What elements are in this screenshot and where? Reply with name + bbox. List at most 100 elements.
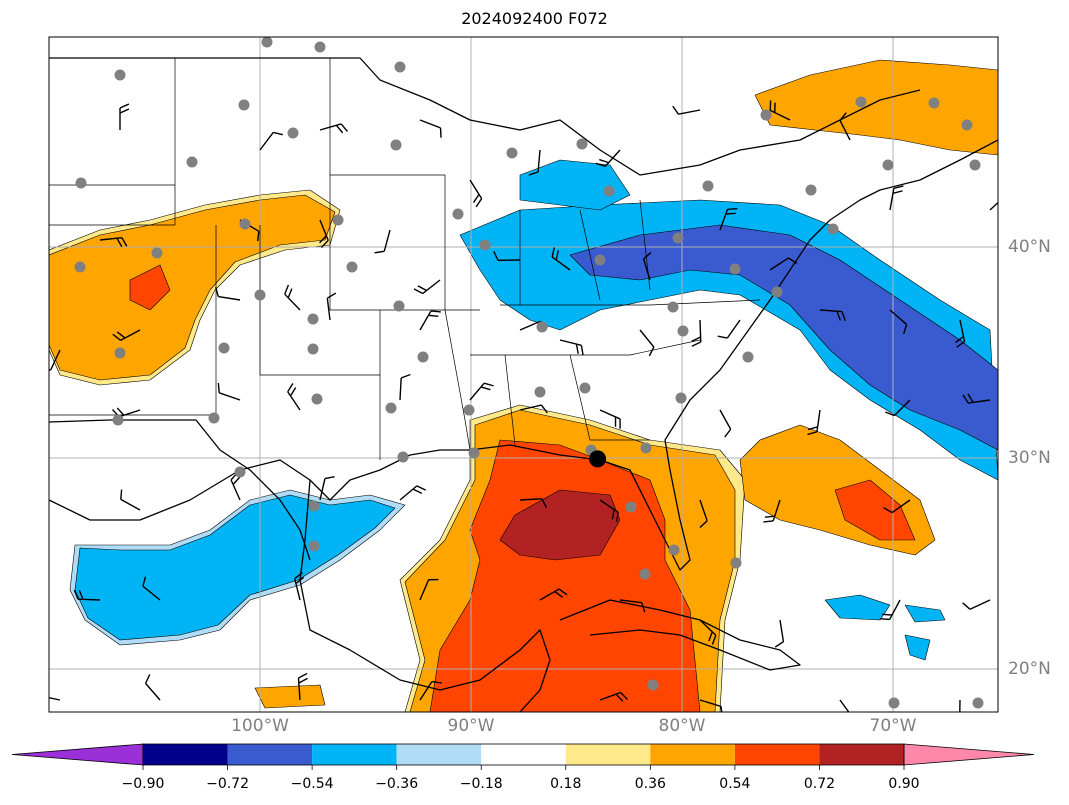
wind-barb	[962, 393, 991, 404]
wind-barb	[217, 382, 241, 401]
station-dot	[888, 697, 900, 709]
state-line	[330, 174, 446, 310]
station-dot	[536, 321, 548, 333]
wind-barb	[769, 257, 798, 271]
wind-barb	[551, 247, 571, 271]
wind-barb	[717, 319, 741, 339]
wind-barb	[519, 498, 548, 508]
station-dot	[234, 466, 246, 478]
wind-barb	[819, 309, 846, 322]
station-dot	[218, 342, 230, 354]
station-dot	[452, 208, 464, 220]
eastern-anomaly-medblue	[569, 224, 998, 451]
station-dot	[261, 37, 273, 48]
wind-barb	[958, 699, 961, 712]
station-dot	[579, 382, 591, 394]
station-dot	[603, 185, 615, 197]
colorbar-segment	[481, 744, 566, 765]
state-line	[470, 339, 701, 356]
state-line	[500, 299, 761, 306]
wind-barb	[144, 674, 161, 701]
atlantic-anomaly-red	[834, 479, 916, 541]
station-dot	[961, 119, 973, 131]
wind-barb	[374, 229, 391, 254]
station-dot	[307, 343, 319, 355]
station-dot	[640, 442, 652, 454]
wind-barb	[319, 219, 329, 248]
station-dot	[394, 61, 406, 73]
state-line	[504, 354, 516, 446]
station-dot	[594, 254, 606, 266]
station-dot	[208, 412, 220, 424]
station-dot	[238, 99, 250, 111]
wind-barb	[413, 279, 441, 295]
station-dot	[114, 69, 126, 81]
wind-barb	[419, 310, 441, 331]
wind-barb	[539, 588, 568, 601]
wind-barb	[519, 404, 548, 414]
colorbar-tick-label: −0.90	[121, 776, 165, 792]
station-dot	[742, 351, 754, 363]
colorbar-segment	[819, 744, 904, 765]
colorbar-tick-label: 0.72	[803, 776, 836, 792]
wind-barb	[642, 251, 652, 281]
station-dot	[805, 184, 817, 196]
wind-barb	[595, 149, 621, 168]
lakes-anomaly-lightblue	[519, 159, 631, 211]
station-dot	[675, 392, 687, 404]
station-dot	[311, 393, 323, 405]
station-dot	[74, 261, 86, 273]
station-dot	[647, 679, 659, 691]
station-dot	[393, 300, 405, 312]
coastline-cuba	[559, 599, 801, 671]
colorbar-tick-label: 0.18	[550, 776, 582, 792]
wind-barb	[297, 672, 308, 701]
station-dot	[308, 500, 320, 512]
station-dot	[397, 451, 409, 463]
station-dot	[479, 239, 491, 251]
colorbar-outline	[142, 743, 905, 766]
wind-barb	[559, 339, 584, 356]
station-dot	[730, 557, 742, 569]
colorbar-tick-label: 0.90	[888, 776, 920, 792]
wind-barb	[319, 123, 349, 134]
station-dot	[463, 404, 475, 416]
wind-barb	[672, 105, 701, 115]
wind-barb	[883, 499, 911, 514]
station-dot	[672, 232, 684, 244]
wind-barb	[839, 699, 854, 712]
state-line	[49, 185, 176, 226]
colorbar-segment	[396, 744, 482, 765]
state-line	[444, 309, 471, 451]
wind-barb	[699, 499, 708, 529]
wind-barb	[807, 409, 821, 436]
colorbar-tick-label: −0.54	[290, 776, 334, 792]
wind-barb	[879, 599, 901, 621]
colorbar-segment	[227, 744, 313, 765]
station-dot	[346, 261, 358, 273]
colorbar-segment	[650, 744, 735, 765]
colorbar-tick-label: −0.18	[459, 776, 503, 792]
wind-barb	[326, 292, 337, 321]
station-dot	[827, 223, 839, 235]
station-dot	[625, 501, 637, 513]
wind-barb	[469, 382, 494, 401]
wind-barb	[419, 578, 439, 601]
state-line	[329, 58, 480, 311]
wind-barb	[619, 599, 646, 613]
wind-barb	[962, 599, 991, 610]
wind-barb	[259, 131, 283, 151]
wind-barb	[719, 207, 738, 231]
caribbean-anomaly-3	[904, 634, 931, 661]
wind-barb	[319, 476, 335, 501]
station-dot	[771, 286, 783, 298]
station-dot	[969, 159, 981, 171]
station-dot	[468, 447, 480, 459]
colorbar-segment	[312, 744, 397, 765]
wind-barb	[287, 383, 301, 411]
wind-barb	[284, 284, 301, 311]
station-dot	[702, 180, 714, 192]
wind-barb	[763, 499, 781, 523]
coastline-gulf-atlantic	[49, 139, 998, 571]
